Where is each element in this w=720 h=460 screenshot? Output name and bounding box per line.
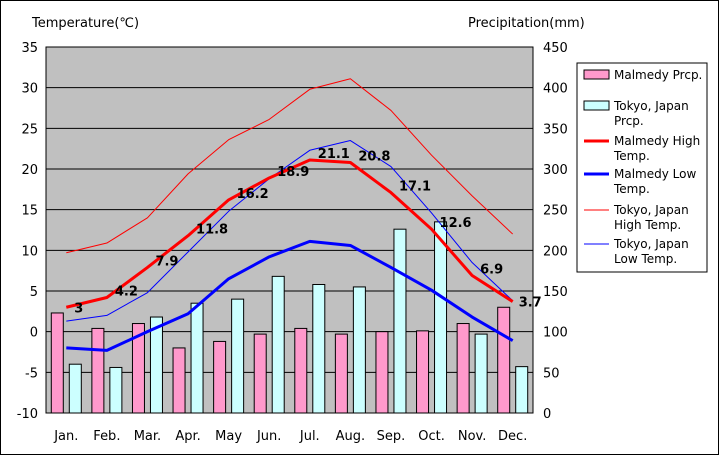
line-series-group — [65, 78, 514, 352]
y-left-tick-label: 35 — [21, 41, 38, 56]
y-right-axis-label: Precipitation(mm) — [468, 16, 585, 31]
data-label: 21.1 — [318, 147, 350, 162]
x-tick-label: Jul. — [299, 429, 320, 444]
data-label: 20.8 — [358, 149, 390, 164]
y-right-tick-label: 250 — [543, 204, 568, 219]
data-label: 16.2 — [237, 187, 269, 202]
legend-label: Tokyo, Japan — [613, 237, 689, 251]
y-left-tick-label: 10 — [21, 244, 38, 259]
x-tick-label: Aug. — [336, 429, 366, 444]
precip-bar — [416, 330, 430, 414]
data-label: 6.9 — [480, 263, 503, 278]
y-right-tick-label: 300 — [543, 163, 568, 178]
y-left-tick-label: -5 — [25, 366, 38, 381]
precip-bar — [190, 302, 204, 414]
precip-bar — [334, 333, 348, 414]
y-left-tick-label: 25 — [21, 122, 38, 137]
y-right-tick-label: 150 — [543, 285, 568, 300]
temp-line — [65, 158, 514, 309]
precip-bar — [474, 333, 488, 414]
temp-line — [66, 78, 514, 254]
x-tick-label: Dec. — [498, 429, 527, 444]
legend-label: Prcp. — [614, 114, 644, 128]
y-left-tick-label: 30 — [21, 82, 38, 97]
y-right-tick-label: 350 — [543, 122, 568, 137]
x-tick-label: Apr. — [175, 429, 200, 444]
precip-bar — [149, 316, 163, 414]
data-labels-group: 3 4.2 7.9 11.8 16.2 18.9 21.1 20.8 17.1 12.6 6.9 3.… — [74, 147, 541, 316]
legend-label: Temp. — [613, 182, 650, 196]
precip-bar — [434, 221, 448, 414]
x-tick-label: Jun. — [256, 429, 281, 444]
precip-bar — [515, 366, 529, 414]
precip-bar — [131, 323, 145, 414]
precip-bar — [172, 347, 186, 414]
precip-bar — [109, 366, 123, 414]
x-axis-ticks: Jan. Feb. Mar. Apr. May Jun. Jul. Aug. Sep. Oct. N… — [53, 429, 527, 444]
y-left-tick-label: -10 — [17, 407, 38, 422]
precip-bar — [213, 340, 227, 414]
temp-line — [66, 140, 514, 322]
y-left-tick-label: 0 — [30, 326, 38, 341]
data-label: 17.1 — [399, 180, 431, 195]
legend-label: Malmedy Low — [614, 167, 696, 181]
precip-bar — [271, 275, 285, 414]
legend-swatch — [583, 100, 610, 111]
legend-box — [576, 62, 708, 273]
data-label: 7.9 — [155, 254, 178, 269]
left-axis-ticks: 35 30 25 20 15 10 5 0 -5 -10 — [17, 41, 38, 422]
precip-bar — [68, 363, 82, 414]
legend-label: Malmedy Prcp. — [614, 68, 702, 82]
data-label: 11.8 — [196, 223, 228, 238]
precip-bar — [312, 283, 326, 414]
precip-bar — [497, 306, 511, 414]
y-left-tick-label: 5 — [30, 285, 38, 300]
data-label: 4.2 — [115, 285, 138, 300]
x-tick-label: Sep. — [377, 429, 406, 444]
precip-bar — [294, 327, 308, 414]
precip-bar — [91, 327, 105, 414]
precip-bar — [253, 333, 267, 414]
precip-bar — [231, 298, 245, 414]
y-right-tick-label: 450 — [543, 41, 568, 56]
data-label: 3 — [74, 301, 83, 316]
precip-bar — [456, 323, 470, 414]
temp-line — [66, 239, 514, 352]
legend-swatch — [583, 69, 610, 80]
data-label: 18.9 — [277, 165, 309, 180]
y-right-tick-label: 200 — [543, 244, 568, 259]
y-left-tick-label: 15 — [21, 204, 38, 219]
y-left-axis-label: Temperature(℃) — [31, 16, 139, 31]
right-axis-ticks: 450 400 350 300 250 200 150 100 50 0 — [543, 41, 568, 422]
y-right-tick-label: 100 — [543, 326, 568, 341]
legend-label: High Temp. — [614, 218, 681, 232]
y-right-tick-label: 400 — [543, 82, 568, 97]
y-right-tick-label: 0 — [543, 407, 551, 422]
legend-label: Temp. — [613, 149, 650, 163]
precip-bar — [50, 312, 64, 414]
bar-series-group — [50, 221, 529, 414]
precip-bar — [352, 286, 366, 414]
x-tick-label: Nov. — [458, 429, 487, 444]
legend-label: Low Temp. — [614, 252, 677, 266]
precip-bar — [375, 331, 389, 414]
precip-bar — [393, 228, 407, 414]
data-label: 12.6 — [440, 216, 472, 231]
data-label: 3.7 — [519, 296, 542, 311]
x-tick-label: Jan. — [53, 429, 78, 444]
x-tick-label: Mar. — [134, 429, 161, 444]
x-tick-label: Oct. — [418, 429, 445, 444]
y-right-tick-label: 50 — [543, 366, 560, 381]
legend-label: Tokyo, Japan — [613, 203, 689, 217]
legend-label: Tokyo, Japan — [613, 99, 689, 113]
legend-label: Malmedy High — [614, 134, 700, 148]
x-tick-label: May — [215, 429, 242, 444]
x-tick-label: Feb. — [93, 429, 120, 444]
y-left-tick-label: 20 — [21, 163, 38, 178]
